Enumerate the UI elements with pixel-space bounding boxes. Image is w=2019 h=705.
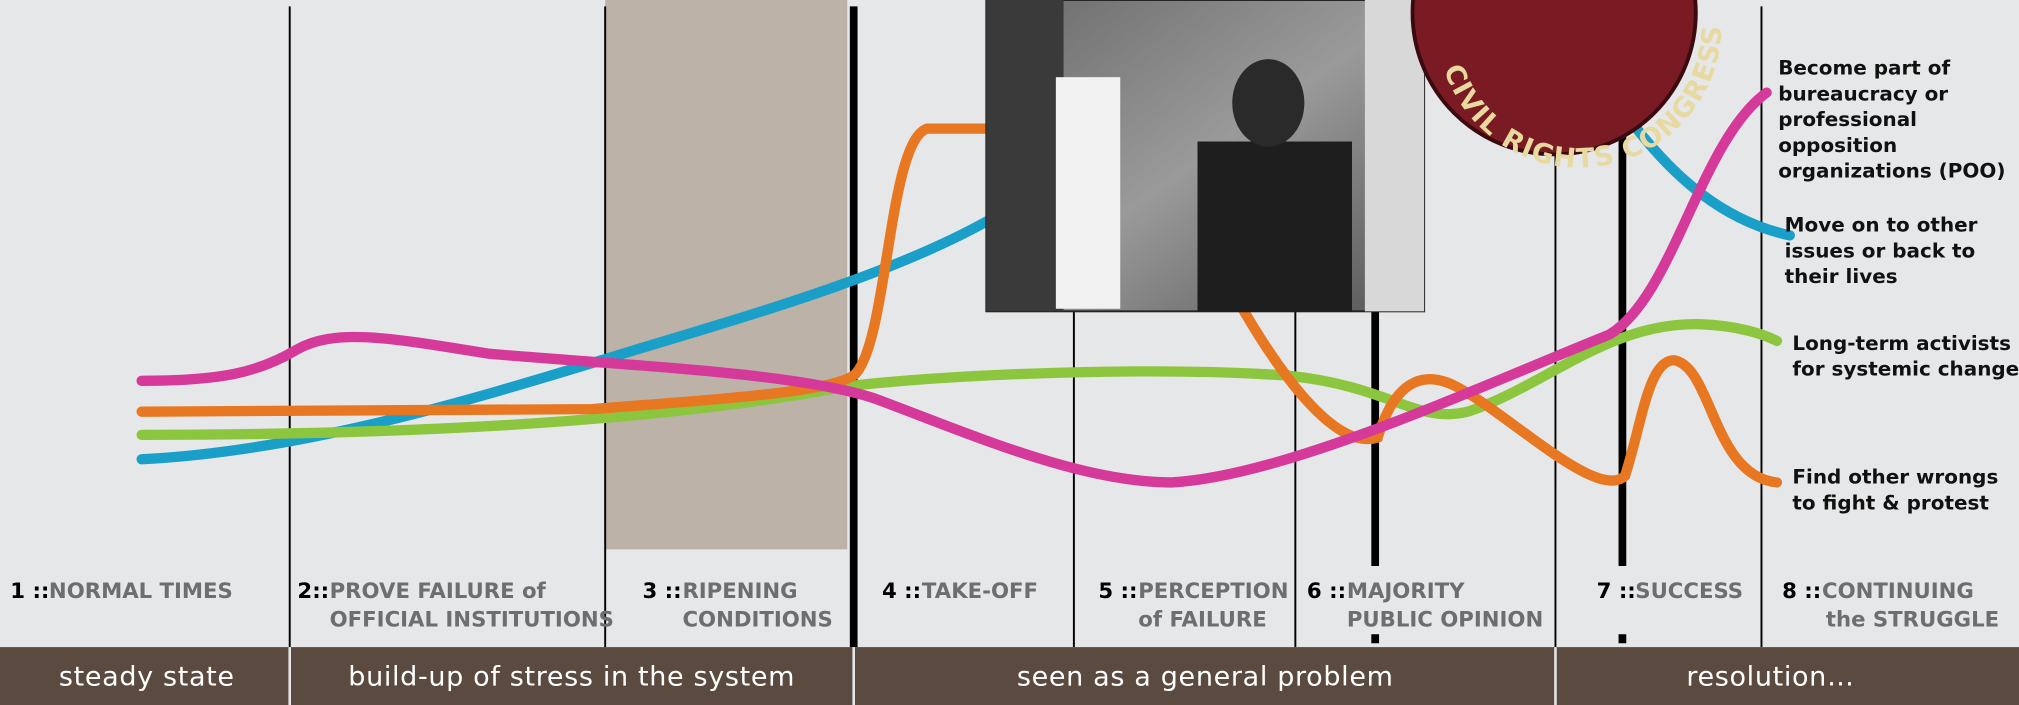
phase-label: resolution… (1686, 662, 1854, 693)
stage-line: MAJORITY (1347, 579, 1465, 604)
stage-line: SUCCESS (1635, 579, 1743, 604)
photo (985, 0, 1426, 313)
outcome-line: opposition (1778, 133, 1897, 157)
phase-band (0, 647, 2019, 705)
outcome-label: Move on to other issues or back to their l… (1785, 213, 1978, 288)
outcome-line: to fight & protest (1792, 490, 1989, 514)
stage-number: 2:: (297, 579, 329, 604)
stage-line: RIPENING (682, 579, 797, 604)
stage-line: TAKE-OFF (922, 579, 1038, 604)
outcome-line: their lives (1785, 264, 1898, 288)
stage-line: CONDITIONS (682, 608, 832, 633)
outcome-line: bureaucracy or (1778, 81, 1948, 105)
stage-number: 6 :: (1307, 579, 1346, 604)
curve-poo (136, 87, 1772, 488)
curve-other-wrongs (136, 123, 997, 417)
stage-number: 3 :: (643, 579, 682, 604)
photo-figure (1197, 141, 1353, 312)
stage-number: 1 :: (10, 579, 49, 604)
stage-line: OFFICIAL INSTITUTIONS (330, 608, 614, 633)
photo-figure (1055, 77, 1121, 309)
phase-label: steady state (59, 662, 235, 693)
phase-label: build-up of stress in the system (348, 662, 795, 693)
outcome-line: organizations (POO) (1778, 159, 2005, 183)
curve-long-term (136, 319, 1783, 440)
stage-number: 5 :: (1098, 579, 1137, 604)
stage-number: 8 :: (1782, 579, 1821, 604)
outcome-label: Long-term activists for systemic change (1792, 331, 2019, 381)
stage-line: CONTINUING (1822, 579, 1974, 604)
outcome-line: Become part of (1778, 56, 1950, 80)
stage-label: 7 ::SUCCESS (1597, 579, 1743, 604)
stage-label: 1 ::NORMAL TIMES (10, 579, 233, 604)
phase-label: seen as a general problem (1017, 662, 1394, 693)
outcome-line: Long-term activists (1792, 331, 2011, 355)
stage-line: PERCEPTION (1138, 579, 1288, 604)
badge-disc (1410, 0, 1698, 157)
stage-line: the STRUGGLE (1826, 608, 1999, 633)
stage-line: PUBLIC OPINION (1347, 608, 1543, 633)
stage-line: NORMAL TIMES (49, 579, 233, 604)
photo-shadow (986, 0, 1064, 312)
stage-line: of FAILURE (1138, 608, 1266, 633)
outcome-line: Find other wrongs (1792, 465, 1998, 489)
phase-separators (288, 647, 1557, 705)
outcome-line: for systemic change (1792, 357, 2019, 381)
ripening-shade (605, 0, 848, 550)
photo-wall (1364, 0, 1425, 312)
photo-head (1232, 59, 1305, 147)
outcome-label: Find other wrongs to fight & protest (1792, 465, 1998, 515)
outcome-label: Become part of bureaucracy or professional… (1778, 56, 2005, 183)
outcome-line: issues or back to (1785, 238, 1976, 262)
outcome-line: professional (1778, 107, 1917, 131)
stage-line: PROVE FAILURE of (330, 579, 547, 604)
outcome-line: Move on to other (1785, 213, 1978, 237)
stage-number: 4 :: (882, 579, 921, 604)
stage-label: 4 ::TAKE-OFF (882, 579, 1038, 604)
stage-number: 7 :: (1597, 579, 1636, 604)
